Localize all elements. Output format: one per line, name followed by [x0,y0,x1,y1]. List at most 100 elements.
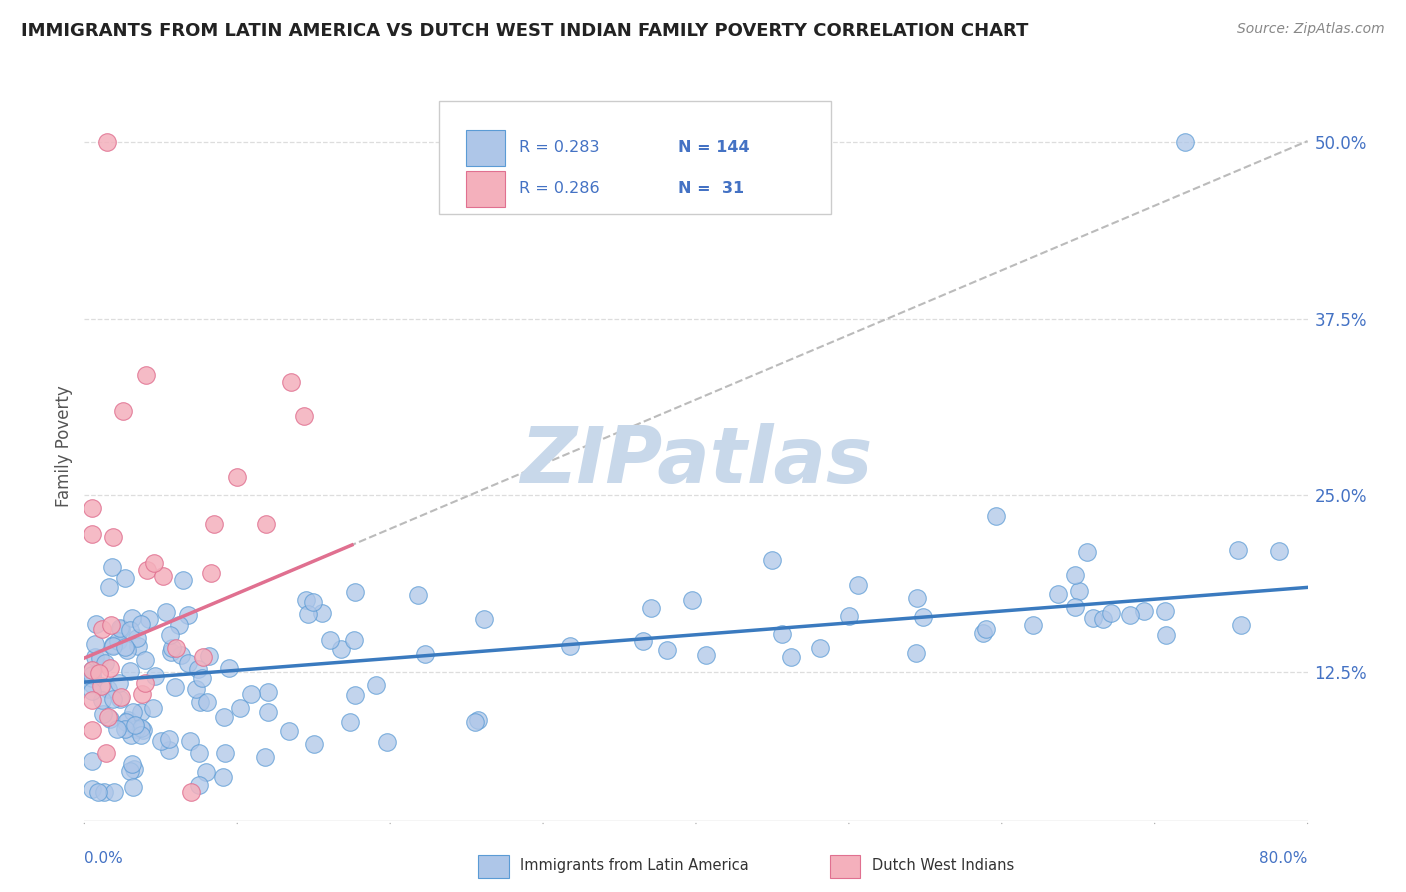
Point [114,640,136,654]
Point [132,723,155,737]
Point [129,728,152,742]
Point [631,634,654,648]
Point [80,677,103,691]
Point [180,785,202,799]
Text: Immigrants from Latin America: Immigrants from Latin America [520,858,749,872]
Point [177,656,200,670]
Point [101,638,124,652]
Point [1099,606,1122,620]
Point [808,641,831,656]
Point [127,639,149,653]
Point [1226,542,1249,557]
Point [124,717,146,731]
Point [91,622,114,636]
Point [103,785,125,799]
Point [1067,584,1090,599]
Point [1046,587,1069,601]
Point [80,663,103,677]
Point [413,647,436,661]
Point [912,610,935,624]
Point [467,713,489,727]
Text: ZIPatlas: ZIPatlas [520,423,872,499]
Bar [465,170,505,207]
Text: 0.0%: 0.0% [84,851,124,866]
Text: R = 0.286: R = 0.286 [519,181,599,196]
Point [984,509,1007,524]
Point [80,684,103,698]
Point [172,573,194,587]
Point [655,643,678,657]
Point [91,707,114,722]
Point [1132,604,1154,618]
Point [80,501,103,516]
Point [165,680,187,694]
Point [343,585,366,599]
Point [1119,607,1142,622]
Point [256,705,278,719]
Point [292,409,315,424]
Point [188,746,211,760]
Point [974,622,997,636]
Point [640,601,662,615]
Point [98,712,121,726]
Point [780,650,803,665]
Point [186,681,208,696]
Point [96,135,118,149]
Point [464,714,486,729]
Point [110,622,132,636]
Point [188,694,211,708]
Point [229,700,252,714]
Point [90,693,112,707]
Point [695,648,717,663]
Point [160,645,183,659]
Point [343,633,366,648]
Point [94,656,117,670]
Point [681,593,703,607]
Point [905,646,928,660]
Point [108,675,131,690]
Point [127,631,149,645]
Point [1230,617,1253,632]
Point [129,617,152,632]
Point [366,678,388,692]
Point [972,625,994,640]
Point [121,611,143,625]
Point [101,531,124,545]
Point [226,470,249,484]
Y-axis label: Family Poverty: Family Poverty [55,385,73,507]
Point [905,591,928,606]
Point [80,663,103,677]
Point [80,692,103,706]
Point [176,608,198,623]
Point [193,650,215,665]
Point [100,661,122,675]
Point [165,640,187,655]
Text: R = 0.283: R = 0.283 [519,140,599,155]
Point [117,713,139,727]
Point [122,762,145,776]
Point [254,749,277,764]
Point [295,593,318,607]
Point [84,617,107,632]
Point [214,710,236,724]
Point [134,676,156,690]
Point [115,715,138,730]
Point [280,375,302,389]
Point [278,724,301,739]
Point [152,569,174,583]
Point [114,723,136,737]
Point [84,650,107,665]
Point [1154,627,1177,641]
Point [179,734,201,748]
Point [108,692,131,706]
Point [142,701,165,715]
Point [318,633,340,648]
Point [256,516,278,531]
Point [157,731,180,746]
Bar [465,130,505,166]
Point [257,685,280,699]
Point [114,571,136,585]
Text: 80.0%: 80.0% [1260,851,1308,866]
Point [761,553,783,567]
Point [1063,600,1085,615]
